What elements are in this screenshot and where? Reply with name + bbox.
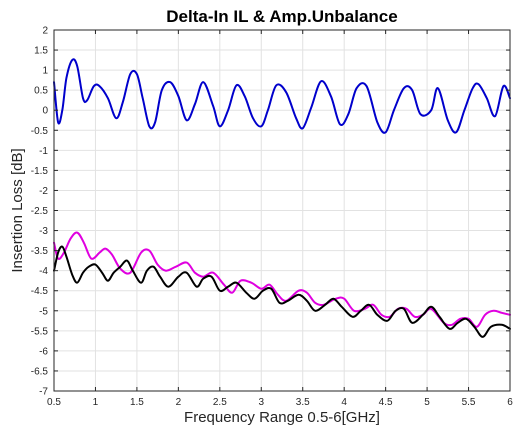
y-tick-label: -2 [39,186,48,197]
y-tick-label: 0 [42,106,48,117]
y-tick-label: -0.5 [31,126,49,137]
x-tick-label: 1 [93,397,99,408]
y-tick-label: -4.5 [31,286,49,297]
x-tick-label: 4.5 [379,397,393,408]
x-tick-label: 5 [424,397,430,408]
x-tick-label: 6 [507,397,513,408]
y-tick-label: -7 [39,387,48,398]
series-line-blue [53,58,511,134]
x-tick-label: 5.5 [462,397,476,408]
series-line-magenta [53,231,511,328]
y-tick-label: 0.5 [34,86,48,97]
y-tick-label: 1.5 [34,46,48,57]
x-axis-label: Frequency Range 0.5-6[GHz] [184,409,380,426]
y-tick-label: -4 [39,266,48,277]
series-line-black [53,245,511,338]
x-tick-label: 0.5 [47,397,61,408]
x-tick-label: 4 [341,397,347,408]
y-tick-label: -5.5 [31,326,49,337]
y-tick-label: -2.5 [31,206,49,217]
x-tick-label: 2 [176,397,182,408]
y-tick-label: -1 [39,146,48,157]
x-tick-label: 3 [258,397,264,408]
x-tick-label: 2.5 [213,397,227,408]
y-tick-label: -3 [39,226,48,237]
y-tick-label: -1.5 [31,166,49,177]
chart-title: Delta-In IL & Amp.Unbalance [166,7,397,26]
y-axis-label: Insertion Loss [dB] [9,148,26,272]
x-tick-label: 1.5 [130,397,144,408]
series-lines [53,58,511,338]
y-tick-label: -6 [39,346,48,357]
y-tick-label: 2 [42,26,48,37]
y-tick-label: -3.5 [31,246,49,257]
x-tick-label: 3.5 [296,397,310,408]
y-tick-label: -6.5 [31,366,49,377]
y-tick-label: -5 [39,306,48,317]
axis-ticks: 0.5 1 1.5 2 2.5 3 3.5 4 4.5 5 5.5 6 2 1.5 1 0.5 0 -0.5 -1 -… [31,26,513,409]
y-tick-label: 1 [42,66,48,77]
